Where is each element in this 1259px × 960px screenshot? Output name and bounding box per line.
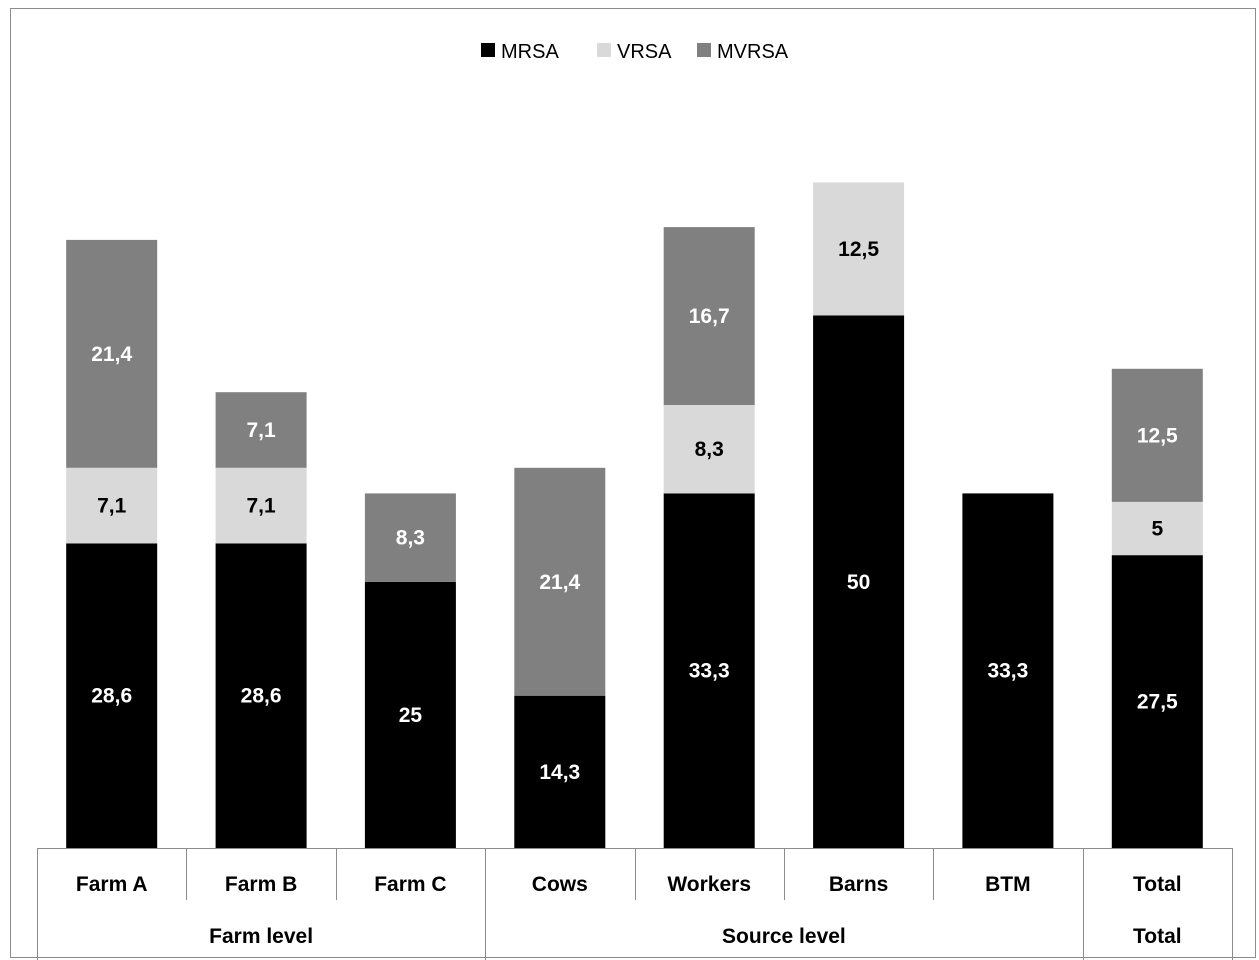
bar-farm-c-mrsa — [364, 581, 456, 849]
category-label-barns: Barns — [829, 873, 889, 896]
bar-workers-mvrsa — [663, 227, 755, 405]
bar-farm-a-mrsa — [66, 543, 158, 848]
data-label-farm-a-mrsa: 28,6 — [91, 685, 132, 708]
category-label-farm-b: Farm B — [225, 873, 297, 896]
bar-workers-vrsa — [663, 405, 755, 494]
data-label-btm-mrsa: 33,3 — [987, 660, 1028, 683]
group-label-total: Total — [1133, 925, 1182, 948]
group-label-source-level: Source level — [722, 925, 846, 948]
category-label-farm-a: Farm A — [76, 873, 148, 896]
legend-swatch-mvrsa — [697, 43, 711, 57]
group-label-farm-level: Farm level — [209, 925, 313, 948]
category-label-cows: Cows — [532, 873, 588, 896]
data-label-farm-a-vrsa: 7,1 — [97, 495, 127, 518]
data-label-farm-c-mrsa: 25 — [399, 704, 423, 727]
bar-total-mrsa — [1111, 555, 1203, 848]
data-label-farm-c-mvrsa: 8,3 — [396, 527, 425, 550]
bar-total-vrsa — [1111, 501, 1203, 556]
legend-label-mvrsa: MVRSA — [717, 41, 789, 63]
bar-cows-mrsa — [514, 695, 606, 848]
category-axis: Farm A Farm B Farm C Cows Workers Barns BTM Tot… — [37, 848, 1233, 960]
legend: MRSA VRSA MVRSA — [481, 41, 789, 63]
data-label-cows-mrsa: 14,3 — [539, 761, 580, 784]
data-label-farm-b-mvrsa: 7,1 — [246, 419, 276, 442]
legend-swatch-mrsa — [481, 43, 495, 57]
data-label-farm-b-mrsa: 28,6 — [241, 685, 282, 708]
data-label-farm-b-vrsa: 7,1 — [246, 495, 276, 518]
bar-farm-b-mrsa — [215, 543, 307, 848]
data-label-workers-mvrsa: 16,7 — [689, 305, 730, 328]
bar-workers-mrsa — [663, 493, 755, 848]
bar-farm-a-vrsa — [66, 467, 158, 544]
data-label-barns-mrsa: 50 — [847, 571, 870, 594]
bar-cows-mvrsa — [514, 467, 606, 696]
data-label-workers-mrsa: 33,3 — [689, 660, 730, 683]
category-label-total: Total — [1133, 873, 1182, 896]
bar-farm-b-mvrsa — [215, 392, 307, 468]
bar-barns-mrsa — [813, 315, 905, 848]
legend-swatch-vrsa — [597, 43, 611, 57]
category-label-workers: Workers — [667, 873, 751, 896]
bar-total-mvrsa — [1111, 368, 1203, 502]
data-label-barns-vrsa: 12,5 — [838, 238, 879, 261]
data-label-total-vrsa: 5 — [1151, 518, 1163, 541]
category-label-farm-c: Farm C — [374, 873, 446, 896]
data-label-total-mrsa: 27,5 — [1137, 691, 1178, 714]
bar-barns-vrsa — [813, 182, 905, 316]
bar-btm-mrsa — [962, 493, 1054, 848]
legend-label-mrsa: MRSA — [501, 41, 559, 63]
data-labels: 28,6 7,1 21,4 28,6 7,1 7,1 25 8,3 14,3 21,4 33,3 8,… — [91, 238, 1178, 784]
bar-farm-c-mvrsa — [364, 493, 456, 582]
data-label-workers-vrsa: 8,3 — [695, 438, 724, 461]
legend-label-vrsa: VRSA — [617, 41, 672, 63]
data-label-total-mvrsa: 12,5 — [1137, 424, 1178, 447]
bar-farm-b-vrsa — [215, 467, 307, 544]
bars — [66, 182, 1203, 849]
data-label-farm-a-mvrsa: 21,4 — [91, 343, 132, 366]
category-label-btm: BTM — [985, 873, 1031, 896]
data-label-cows-mvrsa: 21,4 — [539, 571, 580, 594]
bar-farm-a-mvrsa — [66, 239, 158, 468]
